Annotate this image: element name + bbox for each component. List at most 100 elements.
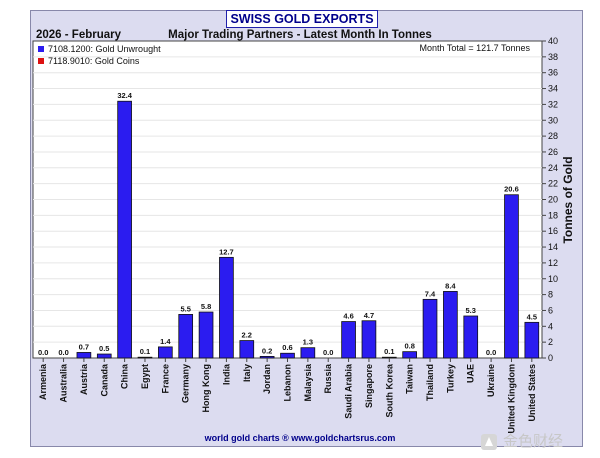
x-tick-label: Thailand xyxy=(425,364,435,401)
x-tick-label: Italy xyxy=(242,364,252,382)
bar-italy xyxy=(239,340,255,359)
bar-value-label: 0.0 xyxy=(58,348,68,357)
x-tick-label: India xyxy=(221,363,231,385)
bar-value-label: 32.4 xyxy=(117,91,132,100)
bar-value-label: 20.6 xyxy=(504,185,519,194)
bar-value-label: 8.4 xyxy=(445,281,456,290)
y-axis-label: Tonnes of Gold xyxy=(561,156,575,243)
y-tick-label: 18 xyxy=(548,210,558,220)
y-tick-label: 8 xyxy=(548,290,553,300)
x-tick-label: Lebanon xyxy=(283,364,293,402)
y-tick-label: 36 xyxy=(548,68,558,78)
x-tick-label: Taiwan xyxy=(405,364,415,394)
bar-value-label: 5.8 xyxy=(201,302,211,311)
chart-period: 2026 - February xyxy=(36,29,122,41)
bar-egypt xyxy=(137,356,153,359)
y-tick-label: 2 xyxy=(548,337,553,347)
y-tick-label: 32 xyxy=(548,99,558,109)
bar-germany xyxy=(178,314,194,359)
bar-value-labels: 0.0 0.0 0.7 0.5 32.4 0.1 1.4 5.5 5.8 12.7 2.2 0.2 0.… xyxy=(38,91,537,357)
x-tick-labels: Armenia Australia Austria Canada China Egypt F… xyxy=(38,358,537,434)
x-tick-label: Malaysia xyxy=(303,363,313,402)
bar-value-label: 4.7 xyxy=(364,311,374,320)
legend-label-unwrought: 7108.1200: Gold Unwrought xyxy=(48,44,161,54)
x-tick-label: Singapore xyxy=(364,364,374,408)
y-tick-label: 20 xyxy=(548,195,558,205)
y-tick-label: 22 xyxy=(548,179,558,189)
y-tick-label: 40 xyxy=(548,36,558,46)
bar-austria xyxy=(76,352,92,359)
x-tick-label: Australia xyxy=(59,363,69,403)
x-tick-label: United Kingdom xyxy=(506,364,516,434)
bar-taiwan xyxy=(402,351,417,359)
bar-value-label: 0.0 xyxy=(486,348,496,357)
bar-hong-kong xyxy=(198,311,214,359)
y-tick-label: 30 xyxy=(548,115,558,125)
bar-value-label: 1.3 xyxy=(303,338,313,347)
x-tick-label: Hong Kong xyxy=(201,364,211,413)
bar-value-label: 0.1 xyxy=(384,347,394,356)
bar-value-label: 7.4 xyxy=(425,289,436,298)
y-tick-label: 38 xyxy=(548,52,558,62)
bar-value-label: 0.5 xyxy=(99,344,109,353)
bar-value-label: 5.3 xyxy=(466,306,476,315)
bar-saudi-arabia xyxy=(341,321,356,359)
bar-value-label: 0.0 xyxy=(323,348,333,357)
x-tick-label: Turkey xyxy=(445,364,455,393)
y-tick-label: 24 xyxy=(548,163,558,173)
bar-jordan xyxy=(259,356,275,359)
bar-south-korea xyxy=(381,356,397,359)
bar-united-states xyxy=(524,321,540,359)
chart-subtitle: Major Trading Partners - Latest Month In… xyxy=(168,29,432,41)
source-credit: world gold charts ® www.goldchartsrus.co… xyxy=(204,433,396,443)
y-tick-label: 4 xyxy=(548,321,553,331)
bar-value-label: 5.5 xyxy=(180,304,190,313)
x-tick-label: UAE xyxy=(466,364,476,383)
chart-title: SWISS GOLD EXPORTS xyxy=(226,10,378,28)
bar-value-label: 1.4 xyxy=(160,337,171,346)
bar-france xyxy=(158,346,173,359)
bars xyxy=(76,100,540,359)
x-tick-label: Russia xyxy=(323,363,333,394)
y-tick-label: 14 xyxy=(548,242,558,252)
bar-malaysia xyxy=(300,347,316,359)
bar-thailand xyxy=(422,298,438,359)
x-tick-label: Germany xyxy=(181,364,191,403)
bar-value-label: 12.7 xyxy=(219,247,234,256)
month-total: Month Total = 121.7 Tonnes xyxy=(419,43,530,53)
legend: 7108.1200: Gold Unwrought 7118.9010: Gol… xyxy=(38,44,161,66)
x-tick-label: Canada xyxy=(99,363,109,397)
x-tick-label: United States xyxy=(527,364,537,422)
bar-value-label: 4.5 xyxy=(527,312,537,321)
bar-lebanon xyxy=(280,352,295,359)
x-tick-label: France xyxy=(160,364,170,394)
x-tick-label: China xyxy=(120,363,130,389)
bar-value-label: 0.1 xyxy=(140,347,150,356)
watermark: 金色财经 xyxy=(480,428,595,454)
legend-swatch-coins xyxy=(38,58,44,64)
bar-uae xyxy=(463,315,479,359)
bar-value-label: 0.6 xyxy=(282,343,292,352)
x-tick-label: Egypt xyxy=(140,364,150,389)
bar-value-label: 0.7 xyxy=(79,342,89,351)
x-tick-label: Saudi Arabia xyxy=(344,363,354,419)
y-tick-label: 28 xyxy=(548,131,558,141)
bar-value-label: 2.2 xyxy=(242,331,252,340)
watermark-logo-icon xyxy=(481,433,497,450)
bar-value-label: 0.0 xyxy=(38,348,48,357)
bar-india xyxy=(219,256,234,359)
bar-canada xyxy=(96,353,112,359)
y-tick-label: 6 xyxy=(548,305,553,315)
legend-label-coins: 7118.9010: Gold Coins xyxy=(48,56,140,66)
y-tick-label: 26 xyxy=(548,147,558,157)
bar-singapore xyxy=(361,320,377,359)
bar-china xyxy=(117,100,132,359)
x-tick-label: Jordan xyxy=(262,364,272,394)
x-tick-label: South Korea xyxy=(384,363,394,417)
bar-value-label: 0.8 xyxy=(404,342,414,351)
y-tick-label: 16 xyxy=(548,226,558,236)
bar-value-label: 4.6 xyxy=(343,312,353,321)
x-tick-label: Ukraine xyxy=(486,364,496,397)
